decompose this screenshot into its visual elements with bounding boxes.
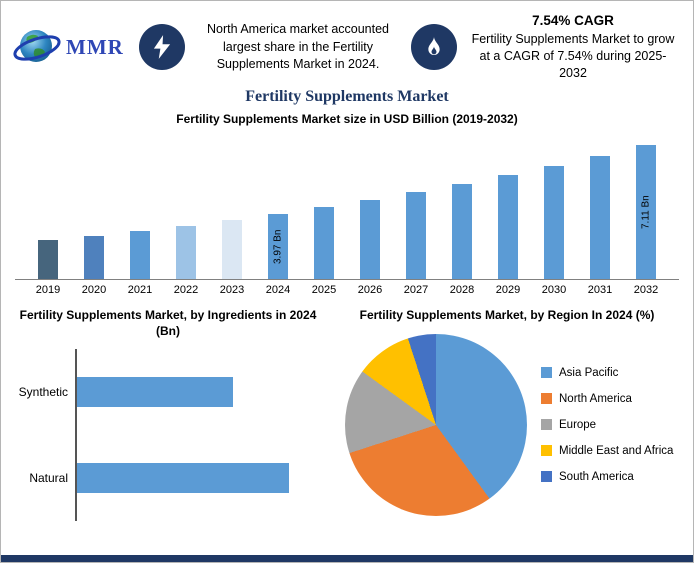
- bar-2019: [38, 240, 58, 280]
- legend-swatch: [541, 367, 552, 379]
- region-chart: Fertility Supplements Market, by Region …: [329, 308, 693, 521]
- bar-natural: [77, 463, 289, 494]
- cagr-block: 7.54% CAGR Fertility Supplements Market …: [467, 13, 679, 82]
- mmr-logo: MMR: [11, 21, 129, 73]
- x-axis-label: 2022: [173, 284, 199, 297]
- x-axis-label: 2027: [403, 284, 429, 297]
- bar-column: [393, 127, 439, 280]
- bar-2022: [176, 226, 196, 280]
- legend-item: Europe: [541, 419, 673, 431]
- bar-2028: [452, 184, 472, 280]
- x-axis-label: 2030: [541, 284, 567, 297]
- x-axis-label: 2024: [265, 284, 291, 297]
- bar-column: [577, 127, 623, 280]
- pie-chart-title: Fertility Supplements Market, by Region …: [359, 308, 655, 323]
- bar-2031: [590, 156, 610, 280]
- legend-swatch: [541, 471, 552, 483]
- bar-column: 3.97 Bn: [255, 127, 301, 280]
- lightning-icon: [139, 24, 185, 71]
- x-axis-label: 2023: [219, 284, 245, 297]
- legend-item: Middle East and Africa: [541, 445, 673, 457]
- legend-item: South America: [541, 471, 673, 483]
- bar-2029: [498, 175, 518, 280]
- x-axis-label: 2020: [81, 284, 107, 297]
- bar-chart-title: Fertility Supplements Market size in USD…: [176, 111, 518, 126]
- logo-text: MMR: [66, 34, 124, 59]
- bar-value-label: 3.97 Bn: [272, 229, 284, 264]
- flame-icon: [411, 24, 457, 71]
- cagr-text: Fertility Supplements Market to grow at …: [471, 32, 675, 80]
- bar-2023: [222, 220, 242, 280]
- bar-column: [347, 127, 393, 280]
- legend-label: North America: [559, 392, 632, 405]
- legend-swatch: [541, 419, 552, 431]
- bar-column: [117, 127, 163, 280]
- x-axis-label: 2032: [633, 284, 659, 297]
- bar-2020: [84, 236, 104, 280]
- x-axis-label: 2029: [495, 284, 521, 297]
- x-axis-label: 2031: [587, 284, 613, 297]
- bar-2030: [544, 166, 564, 280]
- bar-2025: [314, 207, 334, 280]
- legend-swatch: [541, 445, 552, 457]
- page-title: Fertility Supplements Market: [245, 87, 449, 105]
- region-pie: [345, 333, 527, 516]
- bar-synthetic: [77, 377, 233, 408]
- x-axis-label: 2025: [311, 284, 337, 297]
- bar-plot-area: 3.97 Bn 7.11 Bn: [15, 127, 679, 281]
- x-axis-label: 2028: [449, 284, 475, 297]
- footer-strip: [1, 555, 693, 562]
- legend-label: Middle East and Africa: [559, 444, 674, 457]
- bar-column: [439, 127, 485, 280]
- bar-column: [301, 127, 347, 280]
- legend-label: Europe: [559, 418, 597, 431]
- category-label: Natural: [29, 471, 68, 486]
- legend-label: Asia Pacific: [559, 366, 619, 379]
- bar-2021: [130, 231, 150, 280]
- bottom-charts: Fertility Supplements Market, by Ingredi…: [1, 308, 693, 522]
- legend-item: North America: [541, 393, 673, 405]
- legend-label: South America: [559, 470, 634, 483]
- bar-column: [209, 127, 255, 280]
- x-axis-label: 2026: [357, 284, 383, 297]
- market-size-bar-chart: Fertility Supplements Market size in USD…: [15, 111, 679, 296]
- bar-column: [485, 127, 531, 280]
- bar-2032: 7.11 Bn: [636, 145, 656, 280]
- x-axis-label: 2021: [127, 284, 153, 297]
- pie-legend: Asia Pacific North America Europe Middle Ea…: [541, 367, 673, 483]
- cagr-group: 7.54% CAGR Fertility Supplements Market …: [411, 13, 679, 82]
- bar-value-label: 7.11 Bn: [640, 195, 652, 230]
- legend-item: Asia Pacific: [541, 367, 673, 379]
- bar-column: [25, 127, 71, 280]
- category-label: Synthetic: [18, 385, 68, 400]
- hbar-plot: Synthetic Natural: [7, 349, 329, 522]
- x-axis-labels: 2019 2020 2021 2022 2023 2024 2025 2026 2027 2028…: [15, 284, 679, 296]
- cagr-title: 7.54% CAGR: [532, 13, 614, 28]
- bar-2024: 3.97 Bn: [268, 214, 288, 280]
- legend-swatch: [541, 393, 552, 405]
- bar-column: [163, 127, 209, 280]
- x-axis-label: 2019: [35, 284, 61, 297]
- highlight-note: North America market accounted largest s…: [206, 22, 390, 72]
- hbar-chart-title: Fertility Supplements Market, by Ingredi…: [19, 308, 317, 338]
- globe-icon: [13, 30, 61, 63]
- bar-column: 7.11 Bn: [623, 127, 669, 280]
- bar-column: [71, 127, 117, 280]
- hbar-bars-area: [75, 349, 329, 522]
- bar-2027: [406, 192, 426, 280]
- hbar-category-labels: Synthetic Natural: [11, 349, 75, 521]
- header: MMR North America market accounted large…: [1, 1, 693, 84]
- bar-column: [531, 127, 577, 280]
- pie-row: Asia Pacific North America Europe Middle Ea…: [329, 333, 685, 516]
- ingredients-chart: Fertility Supplements Market, by Ingredi…: [1, 308, 329, 522]
- bar-2026: [360, 200, 380, 280]
